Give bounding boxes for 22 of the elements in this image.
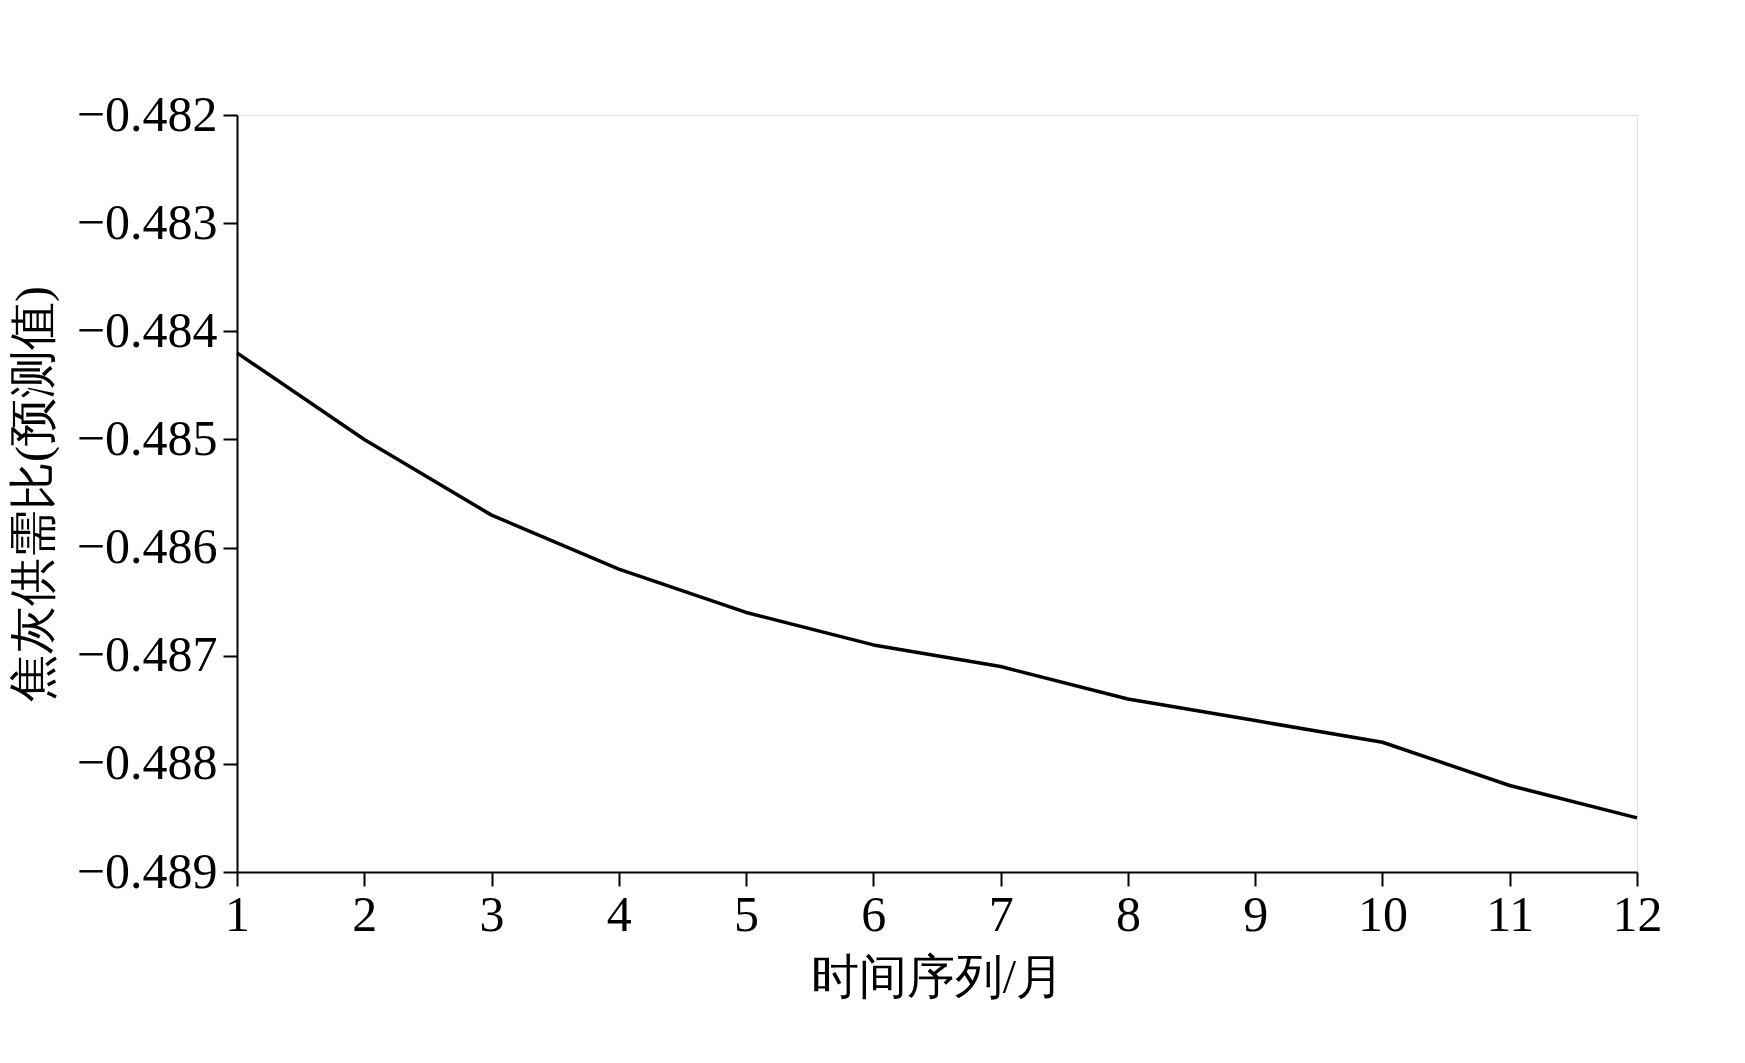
x-tick-label: 2 <box>352 885 378 942</box>
x-tick-label: 8 <box>1115 885 1141 942</box>
y-tick-label: −0.485 <box>76 409 218 466</box>
x-tick-label: 4 <box>606 885 632 942</box>
x-axis-title: 时间序列/月 <box>810 949 1065 1003</box>
y-tick-label: −0.488 <box>76 734 218 791</box>
y-tick-label: −0.482 <box>76 85 218 142</box>
x-tick-label: 1 <box>225 885 250 942</box>
y-tick-label: −0.489 <box>76 842 218 899</box>
x-tick-label: 10 <box>1357 885 1408 942</box>
x-tick-label: 12 <box>1612 885 1663 942</box>
x-tick-label: 3 <box>479 885 505 942</box>
x-tick-label: 5 <box>734 885 760 942</box>
y-tick-label: −0.487 <box>76 626 218 683</box>
x-tick-label: 11 <box>1486 885 1535 942</box>
x-tick-label: 9 <box>1243 885 1269 942</box>
y-tick-label: −0.483 <box>76 193 218 250</box>
x-tick-label: 6 <box>861 885 887 942</box>
y-tick-label: −0.486 <box>76 518 218 575</box>
x-tick-label: 7 <box>988 885 1014 942</box>
y-axis-title: 焦灰供需比(预测值) <box>5 286 60 702</box>
y-tick-label: −0.484 <box>76 301 218 358</box>
